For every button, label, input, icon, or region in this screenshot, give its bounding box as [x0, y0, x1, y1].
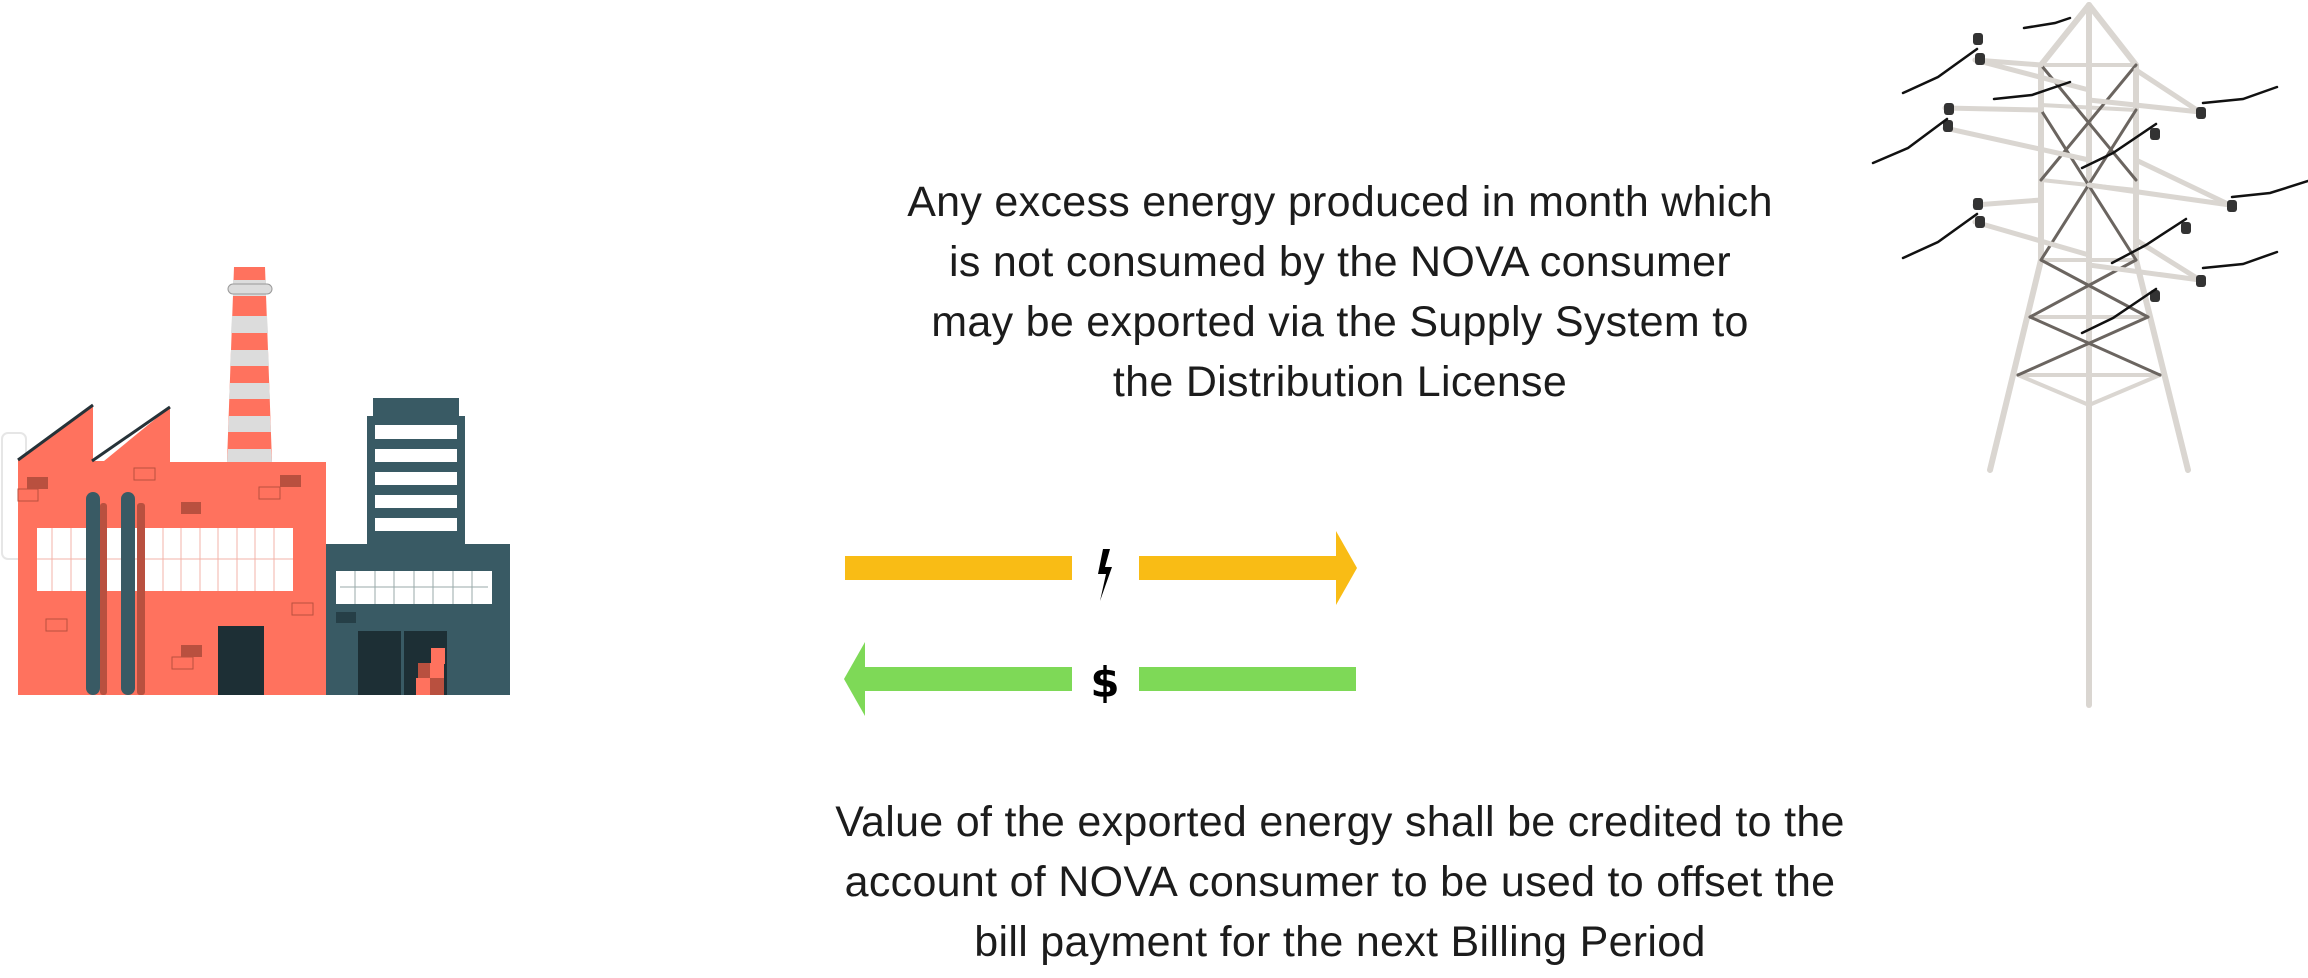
credit-description-line: bill payment for the next Billing Period: [974, 918, 1706, 966]
pipe: [121, 492, 135, 695]
export-description: Any excess energy produced in month whic…: [840, 172, 1840, 412]
lightning-bolt-icon: [1098, 549, 1112, 601]
credit-description-line: account of NOVA consumer to be used to o…: [844, 858, 1836, 906]
energy-export-arrow: [845, 531, 1357, 605]
export-description-line: Any excess energy produced in month whic…: [907, 178, 1773, 226]
credit-description: Value of the exported energy shall be cr…: [800, 792, 1880, 972]
pipe: [86, 492, 100, 695]
export-description-line: may be exported via the Supply System to: [931, 298, 1749, 346]
export-description-line: the Distribution License: [1112, 358, 1568, 406]
credit-description-line: Value of the exported energy shall be cr…: [835, 798, 1845, 846]
dollar-sign-icon: $: [1090, 658, 1119, 707]
factory-door: [218, 626, 264, 695]
transmission-tower-illustration: [1871, 2, 2308, 708]
export-description-line: is not consumed by the NOVA consumer: [949, 238, 1731, 286]
factory-illustration: [1, 267, 510, 695]
money-credit-arrow: [844, 642, 1356, 716]
boxes: [416, 648, 445, 695]
chimney: [227, 267, 273, 462]
